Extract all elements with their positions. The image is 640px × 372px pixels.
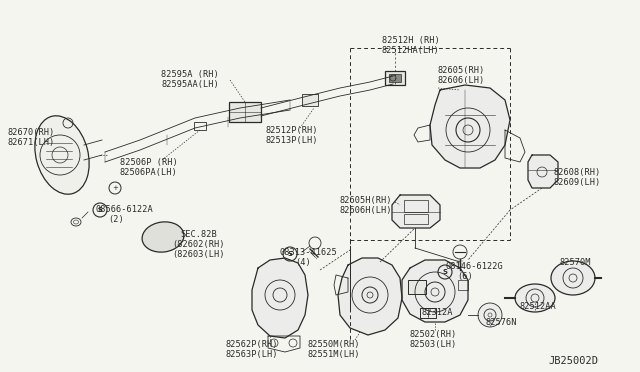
Text: 82595AA(LH): 82595AA(LH) [161, 80, 219, 89]
Text: JB25002D: JB25002D [548, 356, 598, 366]
Text: 08146-6122G: 08146-6122G [445, 262, 503, 271]
Text: 82595A (RH): 82595A (RH) [161, 70, 219, 79]
Text: 82512P(RH): 82512P(RH) [266, 126, 319, 135]
Text: 82609(LH): 82609(LH) [554, 178, 601, 187]
Text: (4): (4) [295, 258, 311, 267]
Text: S: S [287, 251, 292, 257]
Polygon shape [430, 85, 510, 168]
Text: 82312A: 82312A [422, 308, 454, 317]
Text: (6): (6) [457, 272, 473, 281]
Text: 82513P(LH): 82513P(LH) [266, 136, 319, 145]
Text: 82550M(RH): 82550M(RH) [308, 340, 360, 349]
Ellipse shape [35, 116, 89, 194]
Text: 82570M: 82570M [560, 258, 591, 267]
Polygon shape [252, 258, 308, 338]
Polygon shape [338, 258, 402, 335]
Text: 82608(RH): 82608(RH) [554, 168, 601, 177]
FancyBboxPatch shape [229, 102, 261, 122]
Text: 82606H(LH): 82606H(LH) [340, 206, 392, 215]
Text: 82562P(RH): 82562P(RH) [226, 340, 278, 349]
Text: 82606(LH): 82606(LH) [438, 76, 485, 85]
Text: 82512H (RH): 82512H (RH) [382, 36, 440, 45]
Text: 82512AA: 82512AA [520, 302, 557, 311]
Text: 08313-41625: 08313-41625 [280, 248, 338, 257]
FancyBboxPatch shape [385, 71, 405, 85]
Text: 82605H(RH): 82605H(RH) [340, 196, 392, 205]
Text: 82563P(LH): 82563P(LH) [226, 350, 278, 359]
Text: 82503(LH): 82503(LH) [410, 340, 457, 349]
Text: 82502(RH): 82502(RH) [410, 330, 457, 339]
Text: SEC.82B: SEC.82B [180, 230, 217, 239]
Text: 82506PA(LH): 82506PA(LH) [120, 168, 178, 177]
Text: 82670(RH): 82670(RH) [8, 128, 55, 137]
Polygon shape [392, 195, 440, 228]
Text: (82602(RH): (82602(RH) [172, 240, 225, 249]
Text: +: + [112, 185, 118, 191]
FancyBboxPatch shape [408, 280, 426, 294]
FancyBboxPatch shape [302, 94, 318, 106]
Circle shape [478, 303, 502, 327]
Ellipse shape [515, 284, 555, 312]
Text: 82671(LH): 82671(LH) [8, 138, 55, 147]
Text: S: S [442, 269, 447, 275]
Polygon shape [402, 260, 468, 322]
FancyBboxPatch shape [389, 74, 401, 82]
Ellipse shape [551, 261, 595, 295]
Text: 82506P (RH): 82506P (RH) [120, 158, 178, 167]
Text: 82605(RH): 82605(RH) [438, 66, 485, 75]
Text: 82576N: 82576N [486, 318, 518, 327]
Polygon shape [528, 155, 558, 188]
Ellipse shape [142, 222, 184, 252]
Text: 82512HA(LH): 82512HA(LH) [382, 46, 440, 55]
Text: (2): (2) [108, 215, 124, 224]
Text: 82551M(LH): 82551M(LH) [308, 350, 360, 359]
Text: (82603(LH): (82603(LH) [172, 250, 225, 259]
Text: 08566-6122A: 08566-6122A [96, 205, 154, 214]
Text: S: S [97, 207, 102, 213]
